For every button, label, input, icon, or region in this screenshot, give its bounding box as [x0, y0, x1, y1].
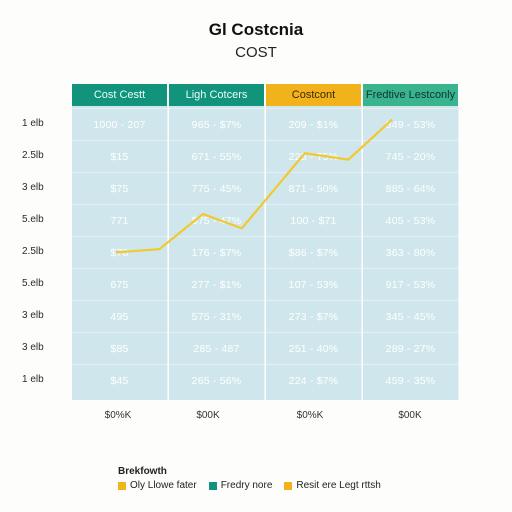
row-label: 5.elb [22, 214, 44, 225]
row-label: 1 elb [22, 374, 44, 385]
table-cell: 675 [72, 268, 167, 301]
table-cell: 100 - $71 [266, 204, 361, 237]
table-cell: 917 - 53% [363, 268, 458, 301]
legend: Oly Llowe fater Fredry nore Resit ere Legt… [118, 480, 381, 491]
table-cell: 225 - 75% [266, 140, 361, 173]
chart-subtitle: COST [235, 44, 277, 61]
table-cell: 965 - $7% [169, 108, 264, 141]
legend-label: Resit ere Legt rttsh [296, 480, 381, 491]
x-tick-label: $0%K [104, 410, 132, 421]
legend-item: Resit ere Legt rttsh [284, 480, 381, 491]
table-cell: 345 - 45% [363, 300, 458, 333]
table-cell: 849 - 53% [363, 108, 458, 141]
x-tick-label: $00K [196, 410, 220, 421]
table-cell: 495 [72, 300, 167, 333]
table-cell: 209 - $1% [266, 108, 361, 141]
legend-label: Oly Llowe fater [130, 480, 197, 491]
table-cell: 265 - 56% [169, 364, 264, 397]
legend-label: Fredry nore [220, 480, 273, 491]
table-cell: 107 - 53% [266, 268, 361, 301]
table-cell: $45 [72, 364, 167, 397]
data-table-grid: Cost Cestt Ligh Cotcers Costcont Fredtive L… [72, 84, 462, 400]
legend-swatch [118, 481, 126, 490]
table-column [169, 106, 265, 400]
table-cell: $85 [72, 332, 167, 365]
column-header: Fredtive Lestconly [363, 84, 459, 106]
column-header: Ligh Cotcers [169, 84, 265, 106]
column-header: Costcont [266, 84, 362, 106]
x-tick-label: $00K [398, 410, 422, 421]
table-cell: 285 - 487 [169, 332, 264, 365]
table-cell: 885 - 64% [363, 172, 458, 205]
legend-item: Fredry nore [208, 480, 273, 491]
row-label: 3 elb [22, 310, 44, 321]
legend-title: Brekfowth [118, 466, 167, 477]
row-label: 2.5lb [22, 246, 44, 257]
row-label: 3 elb [22, 342, 44, 353]
table-cell: 575 - 31% [169, 300, 264, 333]
row-label: 1 elb [22, 118, 44, 129]
table-column [363, 106, 459, 400]
table-cell: 251 - 40% [266, 332, 361, 365]
table-cell: 775 - 45% [169, 172, 264, 205]
legend-swatch [208, 481, 217, 490]
table-cell: 745 - 20% [363, 140, 458, 173]
table-cell: $75 [72, 172, 167, 205]
table-cell: 363 - 80% [363, 236, 458, 269]
table-cell: 277 - $1% [169, 268, 264, 301]
row-label: 3 elb [22, 182, 44, 193]
table-cell: 273 - $7% [266, 300, 361, 333]
row-label: 5.elb [22, 278, 44, 289]
series-line [115, 118, 393, 254]
table-cell: 771 [72, 204, 167, 237]
table-cell: 671 - 55% [169, 140, 264, 173]
table-cell: $86 - $7% [266, 236, 361, 269]
table-cell: $15 [72, 140, 167, 173]
legend-swatch [284, 481, 293, 490]
table-cell: 871 - 50% [266, 172, 361, 205]
chart-title: Gl Costcnia [208, 20, 304, 39]
table-cell: 289 - 27% [363, 332, 458, 365]
table-cell: 224 - $7% [266, 364, 361, 397]
table-cell: 405 - 53% [363, 204, 458, 237]
x-tick-label: $0%K [296, 410, 324, 421]
table-cell: 1000 - 207 [72, 108, 167, 141]
table-column [266, 106, 362, 400]
table-cell: 176 - $7% [169, 236, 264, 269]
table-cell: 459 - 35% [363, 364, 458, 397]
row-label: 2.5lb [22, 150, 44, 161]
legend-item: Oly Llowe fater [118, 480, 197, 491]
column-header: Cost Cestt [72, 84, 168, 106]
